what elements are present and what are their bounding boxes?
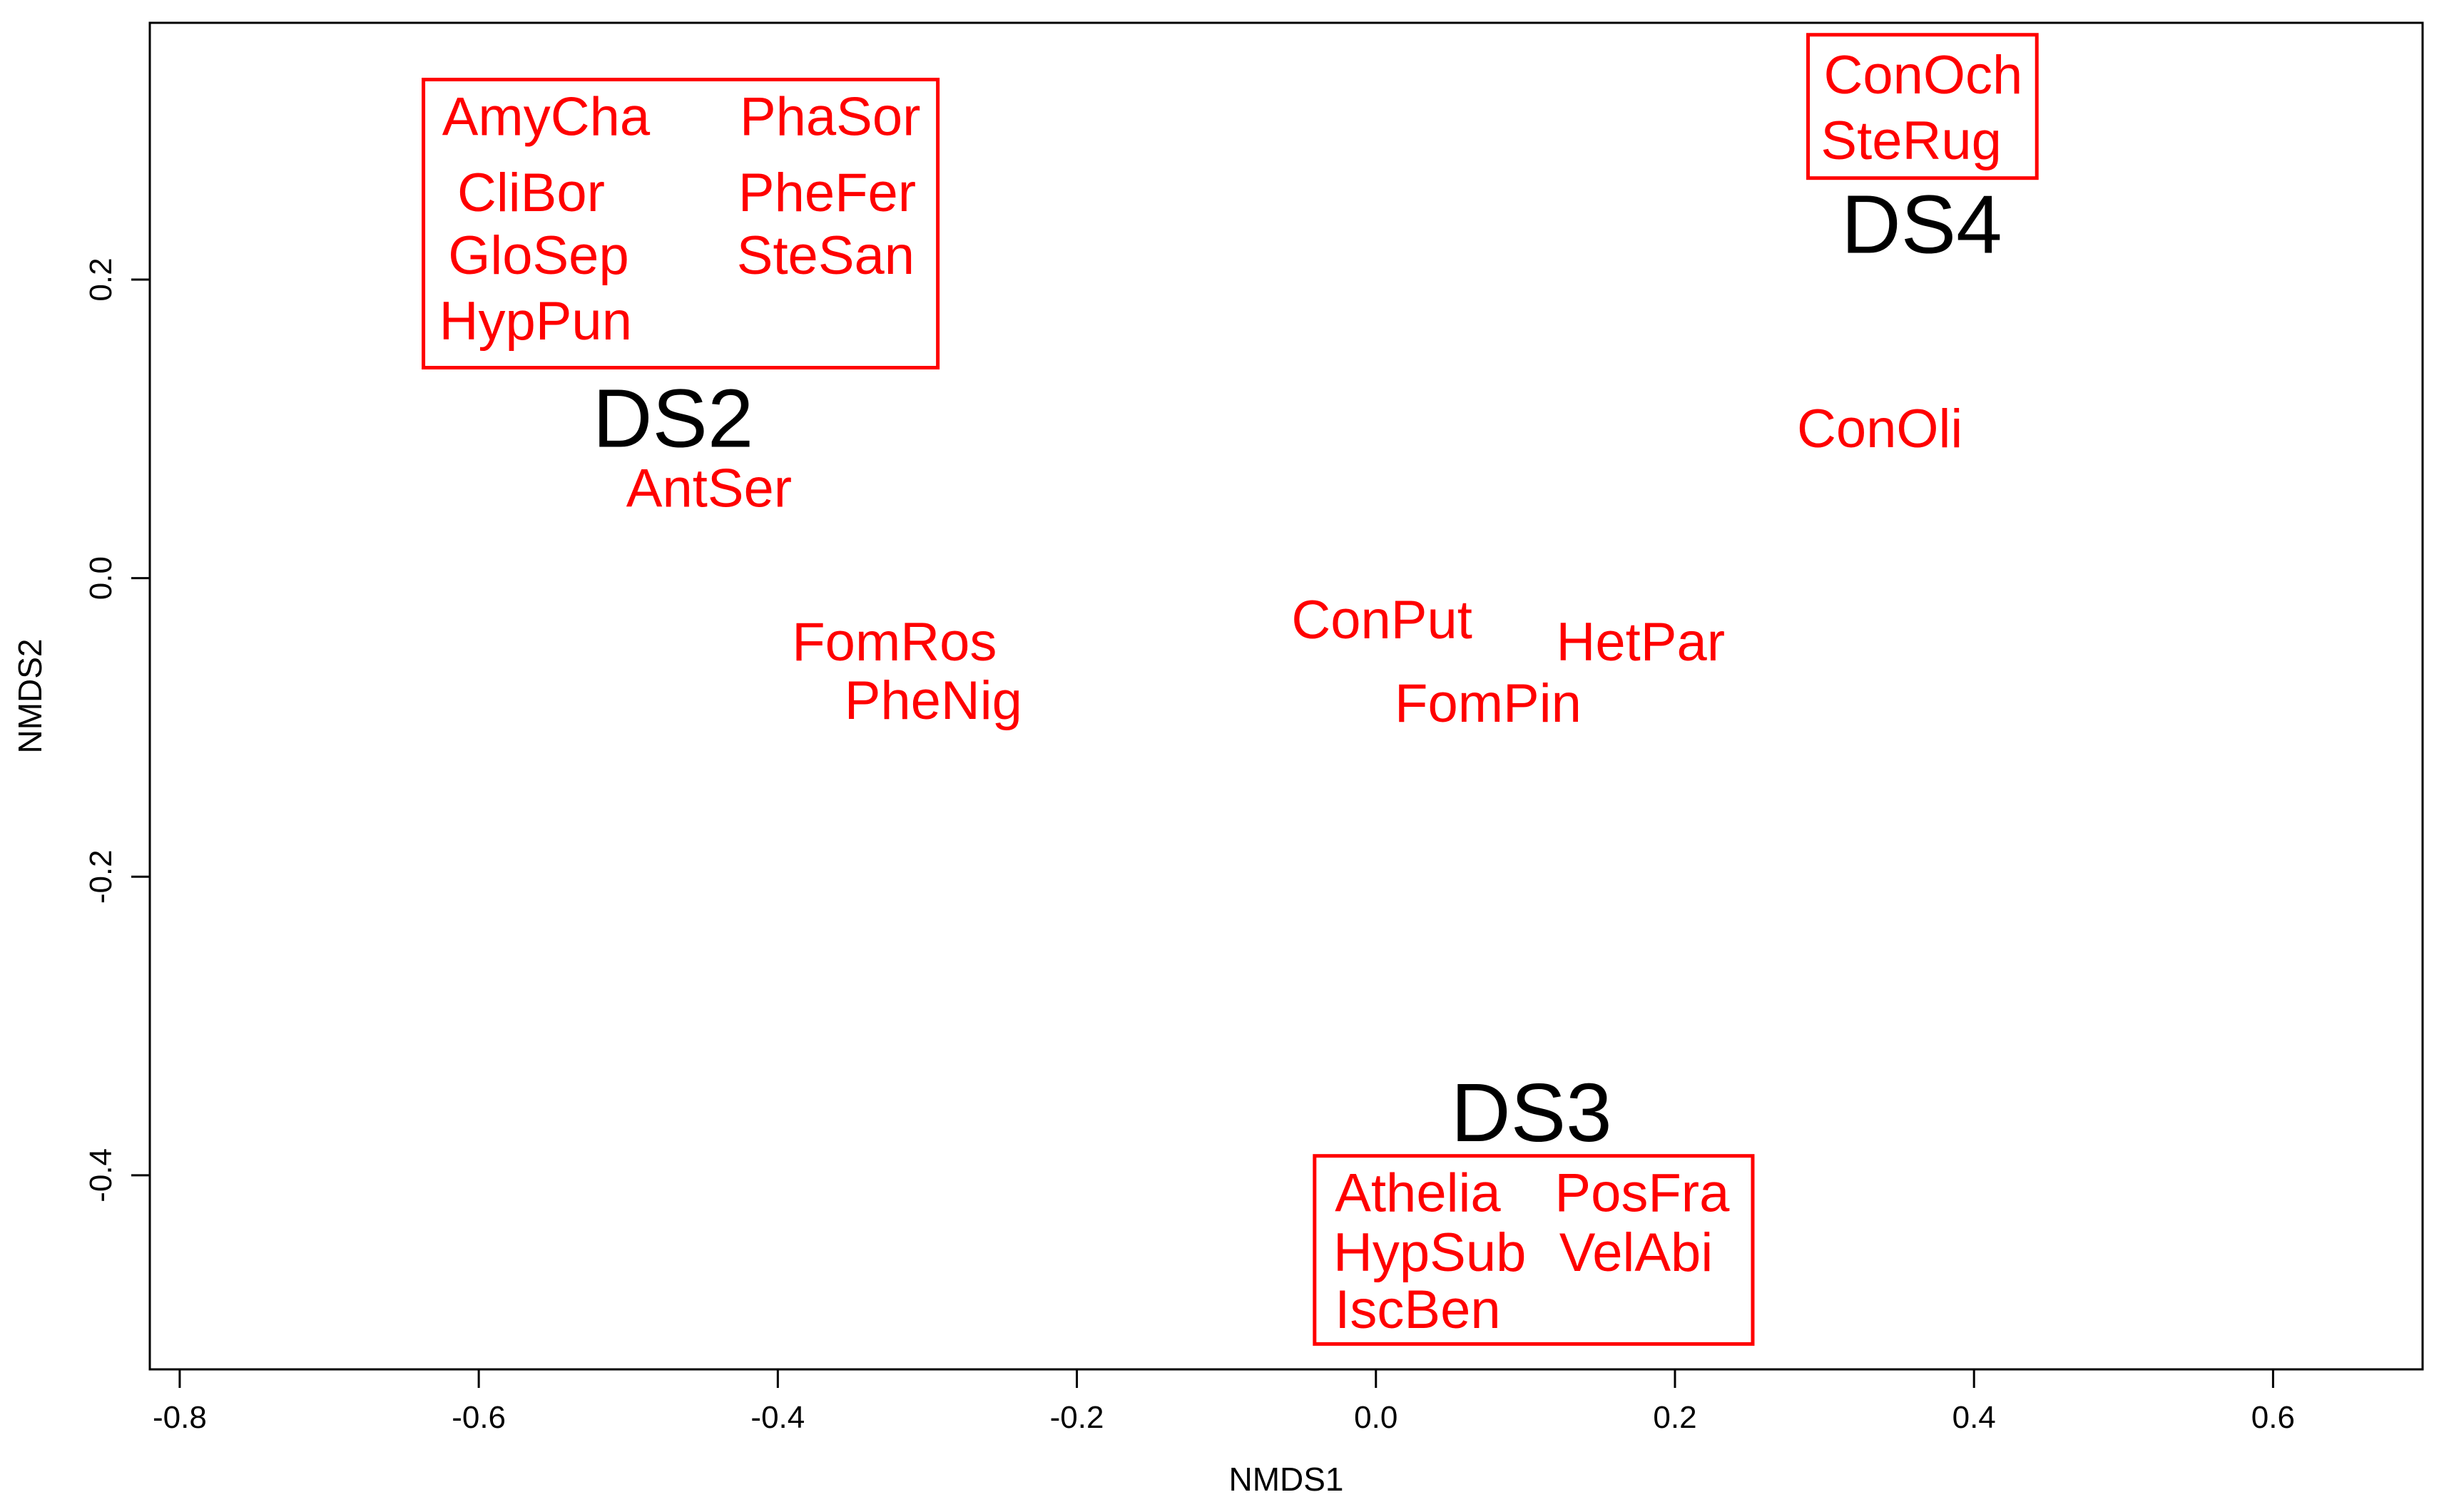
site-label-ds3: DS3	[1451, 1066, 1612, 1159]
x-tick-label: -0.6	[452, 1400, 506, 1435]
y-axis: -0.4 -0.2 0.0 0.2	[83, 257, 151, 1202]
species-label-glosep: GloSep	[448, 225, 629, 286]
y-tick-label: -0.4	[83, 1148, 118, 1202]
species-label-velabi: VelAbi	[1559, 1222, 1714, 1283]
species-label-conoli: ConOli	[1797, 399, 1962, 459]
y-tick-label: -0.2	[83, 849, 118, 904]
species-label-phefer: PheFer	[738, 163, 916, 223]
species-label-athelia: Athelia	[1335, 1163, 1501, 1224]
species-label-sterug: SteRug	[1821, 111, 2002, 171]
site-label-ds4: DS4	[1841, 178, 2002, 271]
species-label-hetpar: HetPar	[1556, 612, 1725, 673]
x-tick-label: -0.2	[1050, 1400, 1104, 1435]
species-label-amycha: AmyCha	[442, 86, 651, 147]
species-label-antser: AntSer	[626, 459, 792, 519]
species-label-posfra: PosFra	[1554, 1163, 1730, 1224]
group-boxes	[422, 33, 2039, 1346]
species-label-phenig: PheNig	[845, 670, 1022, 731]
species-label-phasor: PhaSor	[740, 86, 921, 147]
species-label-fompin: FomPin	[1395, 673, 1582, 734]
x-tick-label: 0.4	[1952, 1400, 1996, 1435]
species-label-iscben: IscBen	[1335, 1279, 1500, 1340]
y-axis-title: NMDS2	[11, 638, 49, 753]
x-axis-title: NMDS1	[1228, 1461, 1343, 1498]
species-label-conput: ConPut	[1291, 590, 1472, 650]
species-label-stesan: SteSan	[737, 225, 915, 286]
x-tick-label: 0.2	[1653, 1400, 1696, 1435]
species-label-fomros: FomRos	[792, 612, 997, 673]
x-tick-label: -0.8	[153, 1400, 207, 1435]
species-label-hyppun: HypPun	[439, 291, 632, 352]
x-tick-label: -0.4	[750, 1400, 805, 1435]
group-box-ds4	[1806, 33, 2039, 180]
y-tick-label: 0.2	[83, 257, 118, 301]
y-tick-label: 0.0	[83, 556, 118, 600]
x-tick-label: 0.0	[1354, 1400, 1397, 1435]
species-label-clibor: CliBor	[457, 163, 605, 223]
site-labels: DS2 DS4 DS3	[593, 178, 2002, 1159]
x-axis: -0.8 -0.6 -0.4 -0.2 0.0 0.2 0.4 0.6	[153, 1368, 2295, 1435]
group-box-ds2	[422, 78, 940, 370]
species-label-hypsub: HypSub	[1333, 1222, 1526, 1283]
x-tick-label: 0.6	[2251, 1400, 2295, 1435]
species-label-conoch: ConOch	[1824, 45, 2023, 106]
site-label-ds2: DS2	[593, 372, 754, 465]
group-box-ds3	[1313, 1154, 1755, 1346]
